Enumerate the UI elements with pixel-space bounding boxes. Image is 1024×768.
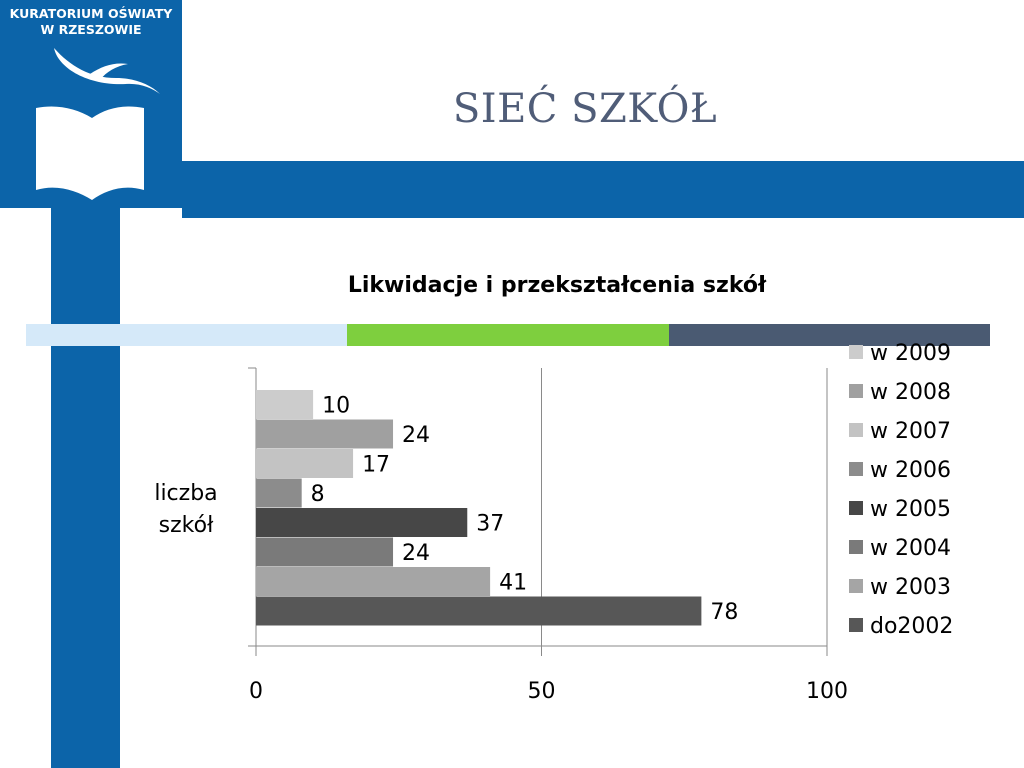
legend-label-w-2004: w 2004 [870,536,951,561]
legend-swatch-w-2005 [849,501,863,515]
legend-label-w-2009: w 2009 [870,341,951,366]
legend-swatch-do2002 [849,618,863,632]
bar-w-2005 [256,508,468,537]
legend-label-w-2008: w 2008 [870,380,951,405]
org-name: KURATORIUM OŚWIATY W RZESZOWIE [0,6,182,38]
data-label-w-2008: 24 [402,423,430,448]
chart-title: Likwidacje i przekształcenia szkół [348,273,767,298]
x-tick-label-2: 100 [806,679,848,704]
slide-title: SIEĆ SZKÓŁ [452,86,718,132]
color-strip-green [347,324,669,346]
legend-swatch-w-2009 [849,345,863,359]
category-label-line-1: liczba [154,481,217,506]
bar-w-2007 [256,449,354,478]
org-name-line-2: W RZESZOWIE [40,22,142,37]
data-label-w-2009: 10 [322,394,350,419]
data-label-w-2004: 24 [402,541,430,566]
data-label-w-2007: 17 [362,453,390,478]
top-banner-bar [182,161,1024,218]
legend-swatch-w-2004 [849,540,863,554]
org-name-line-1: KURATORIUM OŚWIATY [9,6,173,21]
bar-w-2003 [256,567,491,596]
legend-swatch-w-2003 [849,579,863,593]
data-label-w-2003: 41 [499,571,527,596]
legend-label-w-2003: w 2003 [870,575,951,600]
legend-swatch-w-2006 [849,462,863,476]
bar-do2002 [256,596,702,626]
color-strip-slate [669,324,990,346]
category-label-line-2: szkół [159,513,214,538]
data-label-do2002: 78 [710,600,738,625]
data-label-w-2005: 37 [476,512,504,537]
x-tick-label-0: 0 [249,679,263,704]
data-label-w-2006: 8 [311,482,325,507]
book-bird-icon [36,48,160,200]
left-banner-bar [51,208,120,768]
legend-label-w-2007: w 2007 [870,419,951,444]
bar-w-2004 [256,537,394,567]
legend-swatch-w-2007 [849,423,863,437]
logo-block: KURATORIUM OŚWIATY W RZESZOWIE [0,0,182,208]
bar-w-2009 [256,390,314,419]
bar-w-2006 [256,478,302,508]
legend-label-do2002: do2002 [870,614,953,639]
x-tick-label-1: 50 [528,679,556,704]
legend-label-w-2005: w 2005 [870,497,951,522]
legend-swatch-w-2008 [849,384,863,398]
color-strip-light-blue [26,324,347,346]
bar-w-2008 [256,419,394,449]
legend-label-w-2006: w 2006 [870,458,951,483]
